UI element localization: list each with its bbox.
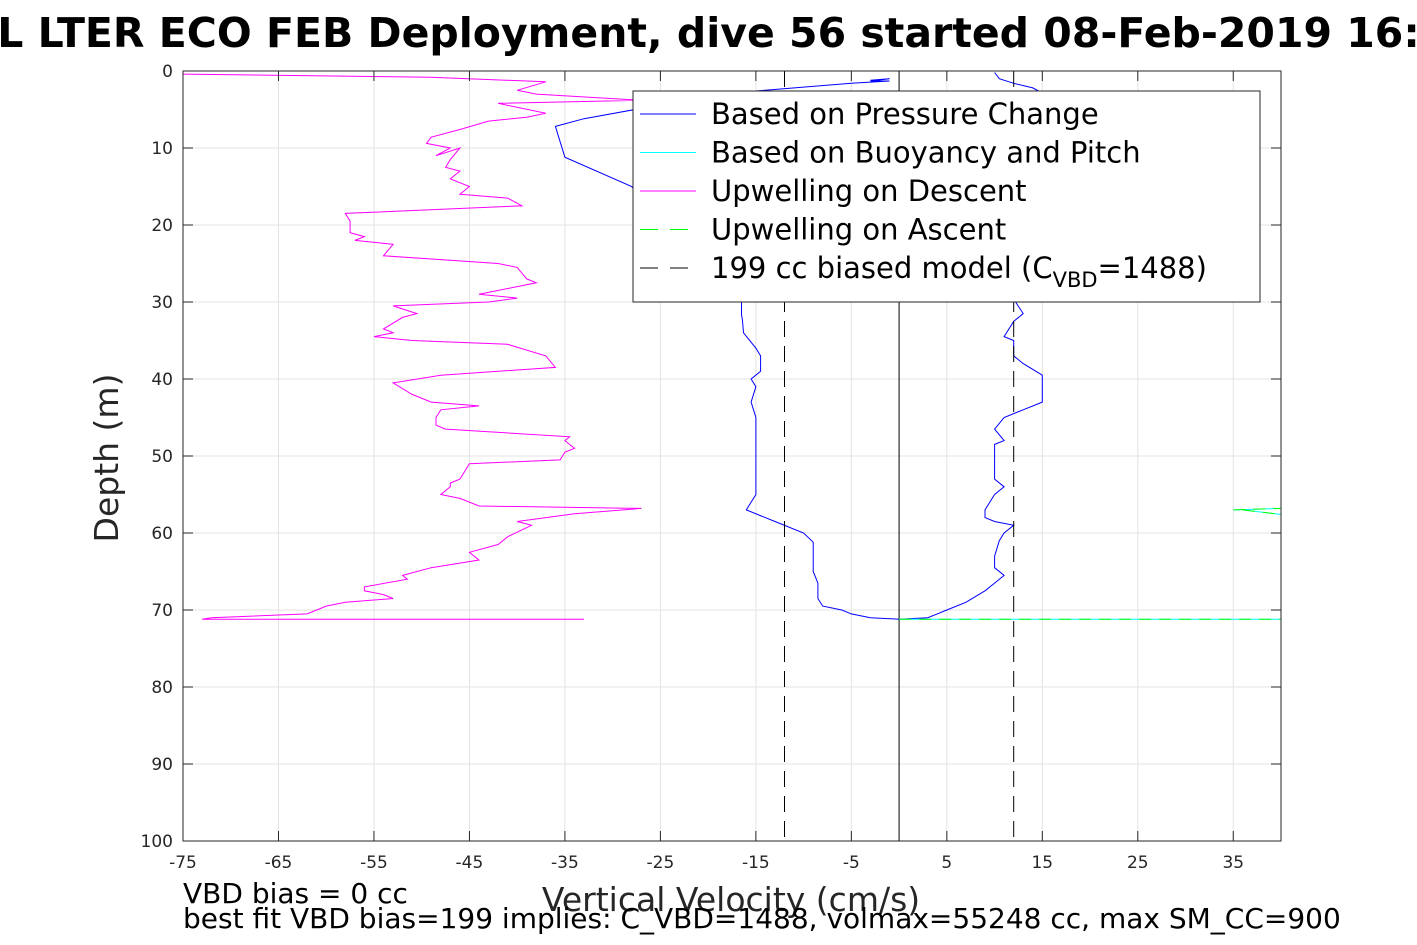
chart-legend: Based on Pressure Change Based on Buoyanc… [632,90,1261,303]
legend-label-text: Upwelling on Ascent [711,213,1006,247]
y-tick-label: 80 [151,678,173,698]
y-tick-label: 30 [151,293,173,313]
y-tick-label: 0 [162,62,173,82]
legend-label-text: 199 cc biased model (C [711,251,1053,285]
x-tick-label: -75 [169,853,197,873]
y-axis-label: Depth (m) [87,374,126,543]
y-tick-label: 20 [151,216,173,236]
vbd-bias-note: VBD bias = 0 cc [183,877,408,910]
series-line-upwelling-on-ascent [1242,509,1281,515]
x-tick-label: -15 [742,853,770,873]
legend-entry-label: Based on Buoyancy and Pitch [711,136,1141,170]
y-axis-ticks: 0 10 20 30 40 50 60 70 80 90 100 [141,62,1281,852]
x-tick-label: -45 [456,853,484,873]
y-tick-label: 90 [151,755,173,775]
y-tick-label: 10 [151,139,173,159]
series-line-based-on-pressure-change [899,301,1043,620]
legend-entry-label: Based on Pressure Change [711,97,1099,131]
y-tick-label: 50 [151,447,173,467]
x-tick-label: 15 [1031,853,1053,873]
legend-label-text: Upwelling on Descent [711,174,1027,208]
x-tick-label: -55 [360,853,388,873]
series-line-based-on-pressure-change [994,72,1039,92]
y-tick-label: 70 [151,601,173,621]
legend-entry-label: Upwelling on Descent [711,174,1027,208]
x-tick-label: 25 [1127,853,1149,873]
legend-label-tail: =1488) [1098,251,1207,285]
y-tick-label: 40 [151,370,173,390]
series-line-upwelling-on-descent [183,73,642,620]
x-axis-ticks: -75 -65 -55 -45 -35 -25 -15 -5 5 15 25 35 [169,71,1244,873]
legend-label-text: Based on Pressure Change [711,97,1099,131]
x-tick-label: -65 [265,853,293,873]
legend-entry-label: Upwelling on Ascent [711,213,1006,247]
x-tick-label: 5 [941,853,952,873]
legend-box [632,90,1261,303]
legend-label-text: Based on Buoyancy and Pitch [711,136,1141,170]
x-axis-label: Vertical Velocity (cm/s) [542,880,920,919]
legend-entry-label: 199 cc biased model (CVBD=1488) [711,251,1207,292]
legend-label-subscript: VBD [1053,268,1098,292]
series-line-upwelling-on-ascent [1233,507,1281,511]
series-line-based-on-pressure-change [741,302,900,620]
best-fit-note: best fit VBD bias=199 implies: C_VBD=148… [183,902,1341,935]
chart-title: PAL LTER ECO FEB Deployment, dive 56 sta… [0,9,1417,57]
x-tick-label: -25 [647,853,675,873]
x-tick-label: -35 [551,853,579,873]
y-tick-label: 60 [151,524,173,544]
y-tick-label: 100 [141,832,173,852]
x-tick-label: -5 [843,853,860,873]
x-tick-label: 35 [1222,853,1244,873]
